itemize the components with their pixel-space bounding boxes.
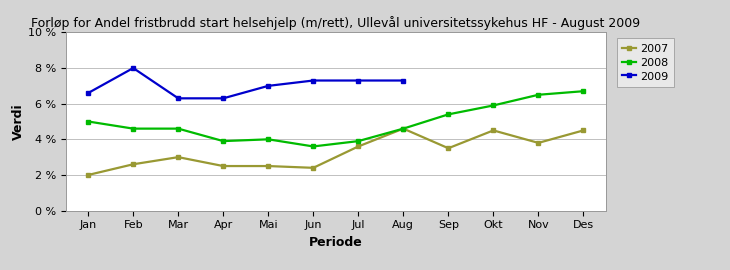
- 2008: [174, 127, 182, 130]
- 2008: [534, 93, 542, 96]
- 2007: [84, 173, 93, 177]
- Line: 2007: 2007: [86, 126, 585, 177]
- 2008: [309, 145, 318, 148]
- Y-axis label: Verdi: Verdi: [12, 103, 25, 140]
- 2009: [264, 84, 273, 87]
- 2007: [444, 147, 453, 150]
- 2009: [174, 97, 182, 100]
- 2009: [84, 91, 93, 94]
- Legend: 2007, 2008, 2009: 2007, 2008, 2009: [617, 38, 674, 87]
- 2007: [264, 164, 273, 168]
- 2008: [128, 127, 137, 130]
- Title: Forløp for Andel fristbrudd start helsehjelp (m/rett), Ullevål universitetssykeh: Forløp for Andel fristbrudd start helseh…: [31, 16, 640, 30]
- 2008: [579, 90, 588, 93]
- 2009: [309, 79, 318, 82]
- 2007: [128, 163, 137, 166]
- 2007: [399, 127, 407, 130]
- 2009: [219, 97, 228, 100]
- 2007: [534, 141, 542, 144]
- 2008: [219, 140, 228, 143]
- 2008: [489, 104, 498, 107]
- 2008: [84, 120, 93, 123]
- 2009: [128, 66, 137, 70]
- X-axis label: Periode: Periode: [309, 236, 363, 249]
- Line: 2008: 2008: [86, 89, 585, 149]
- 2009: [399, 79, 407, 82]
- 2008: [264, 138, 273, 141]
- Line: 2009: 2009: [86, 66, 406, 101]
- 2008: [354, 140, 363, 143]
- 2007: [354, 145, 363, 148]
- 2008: [444, 113, 453, 116]
- 2007: [489, 129, 498, 132]
- 2007: [219, 164, 228, 168]
- 2008: [399, 127, 407, 130]
- 2007: [174, 156, 182, 159]
- 2009: [354, 79, 363, 82]
- 2007: [309, 166, 318, 170]
- 2007: [579, 129, 588, 132]
